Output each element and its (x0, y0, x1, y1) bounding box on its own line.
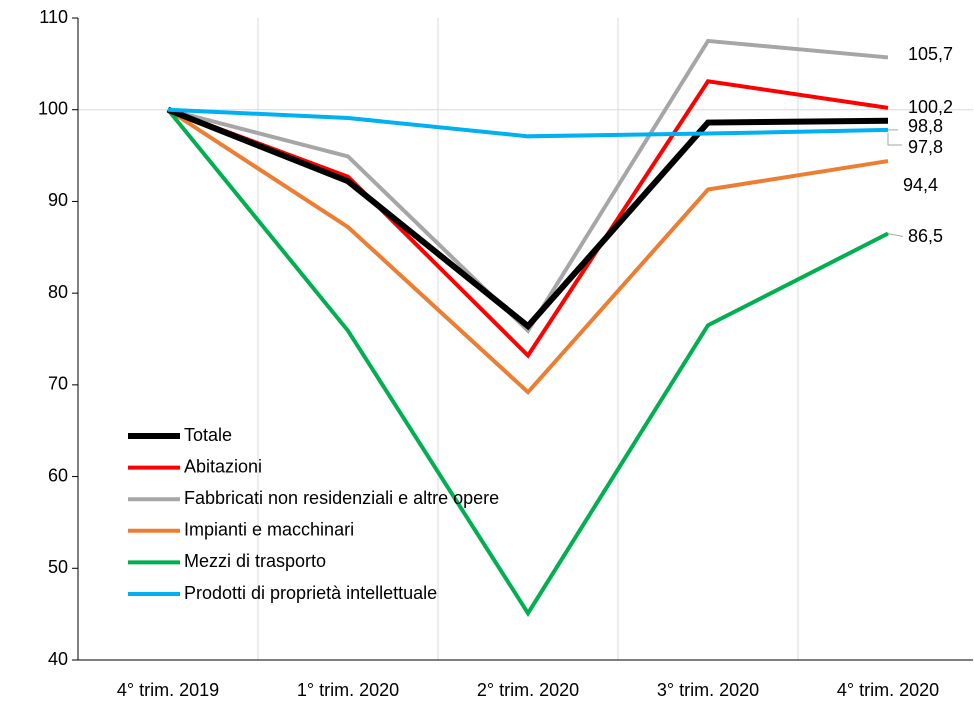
series-line-totale (166, 106, 889, 331)
y-tick-label: 50 (48, 557, 68, 577)
legend-label-prodotti-di-proprieta-intellettuale: Prodotti di proprietà intellettuale (184, 583, 437, 603)
x-axis-ticks: 4° trim. 2019 1° trim. 2020 2° trim. 2020 3… (117, 680, 939, 700)
end-label-totale: 98,8 (908, 116, 943, 136)
x-tick-label: 4° trim. 2019 (117, 680, 219, 700)
axes (77, 18, 973, 661)
leader-line-prodotti (887, 132, 902, 146)
series-line-prodotti-di-proprieta-intellettuale (167, 107, 889, 139)
y-axis-ticks: 40 50 60 70 80 90 100 110 (38, 7, 78, 669)
legend-label-impianti-e-macchinari: Impianti e macchinari (184, 520, 354, 540)
legend: Totale Abitazioni Fabbricati non residenzi… (128, 425, 499, 603)
x-tick-label: 1° trim. 2020 (297, 680, 399, 700)
y-tick-label: 110 (39, 7, 68, 27)
leader-line-mezzi (887, 233, 904, 238)
y-tick-label: 100 (38, 98, 68, 118)
legend-label-totale: Totale (184, 425, 232, 445)
x-tick-label: 4° trim. 2020 (837, 680, 939, 700)
series-line-impianti-e-macchinari (166, 108, 889, 396)
end-labels: 105,7 100,298,897,8 94,4 86,5 (903, 44, 953, 246)
x-tick-label: 3° trim. 2020 (657, 680, 759, 700)
end-label-fabbricati-non-residenziali-e-altre-opere: 105,7 (908, 44, 953, 64)
y-tick-label: 80 (48, 282, 68, 302)
grid-lines (78, 18, 973, 660)
series-lines (166, 38, 889, 617)
y-tick-label: 60 (48, 465, 68, 485)
end-label-abitazioni: 100,2 (908, 97, 953, 117)
end-label-prodotti-di-proprieta-intellettuale: 97,8 (908, 137, 943, 157)
legend-label-mezzi-di-trasporto: Mezzi di trasporto (184, 551, 326, 571)
label-leaders (887, 129, 904, 238)
y-tick-label: 90 (48, 190, 68, 210)
legend-label-fabbricati-non-residenziali-e-altre-opere: Fabbricati non residenziali e altre oper… (184, 488, 499, 508)
series-line-fabbricati-non-residenziali-e-altre-opere (167, 38, 889, 334)
x-tick-label: 2° trim. 2020 (477, 680, 579, 700)
legend-label-abitazioni: Abitazioni (184, 456, 262, 476)
y-tick-label: 70 (48, 374, 68, 394)
y-tick-label: 40 (48, 649, 68, 669)
end-label-impianti-e-macchinari: 94,4 (903, 175, 938, 195)
series-line-mezzi-di-trasporto (166, 108, 889, 617)
end-label-mezzi-di-trasporto: 86,5 (908, 226, 943, 246)
